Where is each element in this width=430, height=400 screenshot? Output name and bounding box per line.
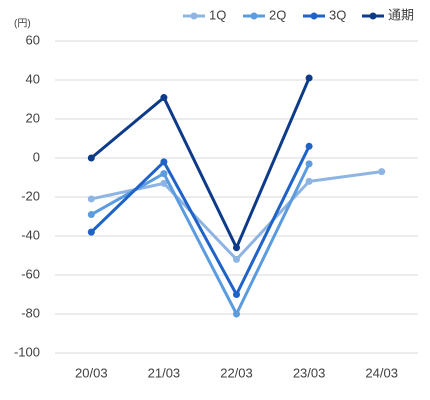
y-tick-label: -40 bbox=[21, 227, 40, 242]
legend-marker bbox=[369, 12, 377, 20]
data-point bbox=[233, 291, 240, 298]
legend-marker bbox=[310, 12, 318, 20]
legend-marker bbox=[250, 12, 258, 20]
x-tick-label: 23/03 bbox=[293, 365, 326, 380]
data-point bbox=[233, 310, 240, 318]
data-point bbox=[305, 74, 313, 82]
legend-label: 3Q bbox=[329, 7, 346, 22]
data-point bbox=[160, 179, 168, 187]
data-point bbox=[87, 211, 95, 219]
series-line bbox=[90, 145, 311, 296]
y-tick-label: 60 bbox=[26, 32, 40, 47]
data-point bbox=[87, 154, 95, 162]
data-point bbox=[160, 170, 168, 178]
y-tick-label: -20 bbox=[21, 188, 40, 203]
y-tick-label: -60 bbox=[21, 266, 40, 281]
y-tick-label: -80 bbox=[21, 305, 40, 320]
data-point bbox=[305, 142, 313, 150]
data-point bbox=[87, 228, 95, 236]
legend-marker bbox=[190, 12, 198, 20]
y-tick-label: 0 bbox=[33, 149, 40, 164]
y-tick-label: 20 bbox=[26, 110, 40, 125]
data-point bbox=[378, 168, 386, 176]
x-tick-label: 20/03 bbox=[75, 365, 108, 380]
legend-label: 通期 bbox=[388, 7, 414, 22]
y-tick-label: -100 bbox=[14, 344, 40, 359]
x-tick-label: 22/03 bbox=[220, 365, 253, 380]
legend-label: 1Q bbox=[209, 7, 226, 22]
unit-label: (円) bbox=[14, 19, 31, 30]
data-point bbox=[160, 158, 168, 166]
series-line bbox=[90, 77, 311, 250]
data-point bbox=[160, 94, 168, 102]
x-tick-label: 21/03 bbox=[148, 365, 181, 380]
data-point bbox=[305, 160, 313, 168]
series-line bbox=[90, 163, 311, 316]
y-tick-label: 40 bbox=[26, 71, 40, 86]
data-point bbox=[233, 244, 240, 252]
data-point bbox=[87, 195, 95, 203]
x-tick-label: 24/03 bbox=[365, 365, 398, 380]
data-point bbox=[233, 255, 240, 263]
legend-label: 2Q bbox=[269, 7, 286, 22]
data-point bbox=[305, 177, 313, 185]
